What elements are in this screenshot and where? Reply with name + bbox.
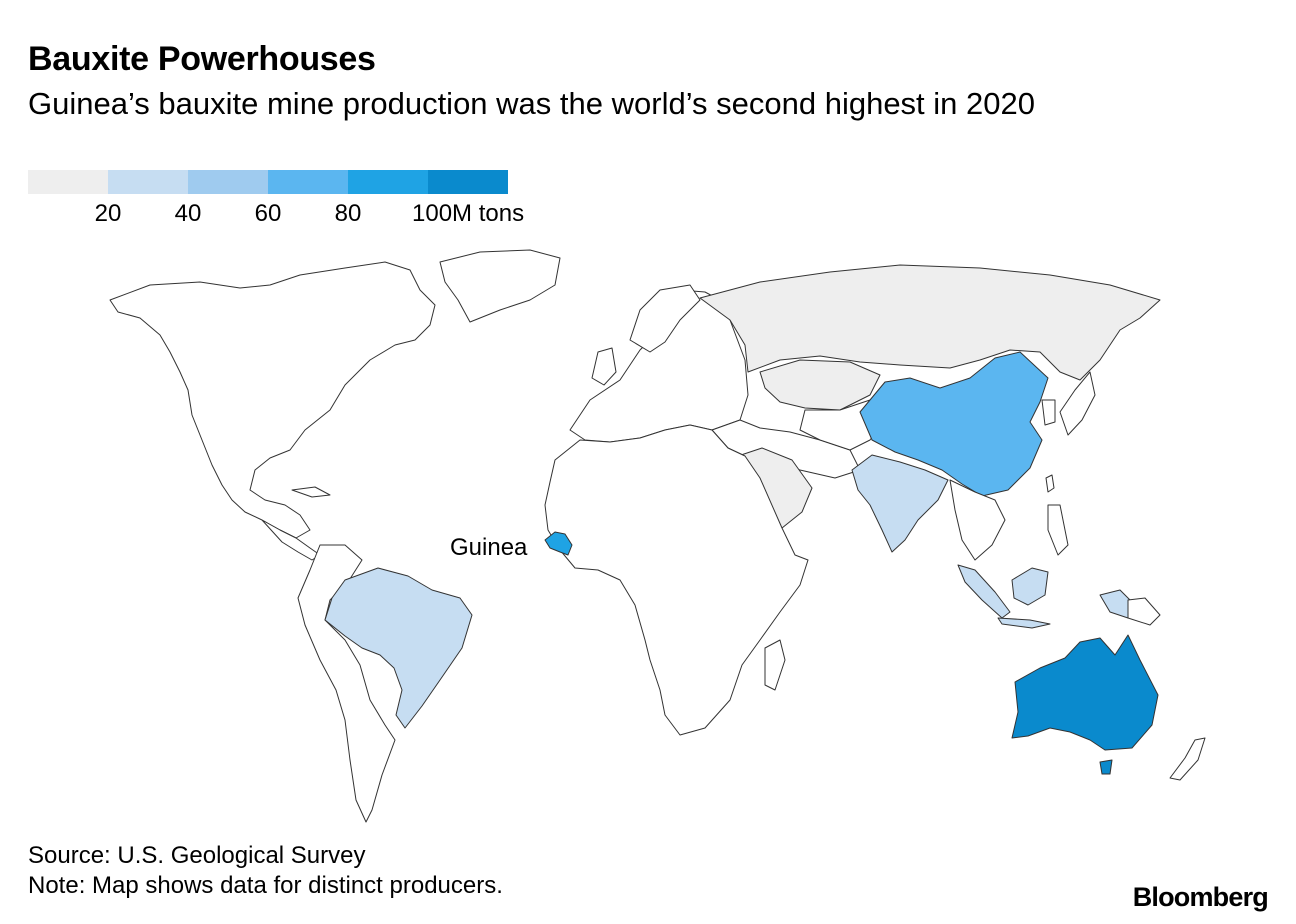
region-indonesia-borneo bbox=[1011, 567, 1049, 606]
legend-swatch-0 bbox=[28, 170, 108, 194]
region-africa bbox=[544, 424, 809, 736]
legend-label-60: 60 bbox=[254, 200, 282, 227]
region-china bbox=[859, 351, 1049, 497]
region-tasmania bbox=[1099, 759, 1113, 775]
legend-swatch-2 bbox=[188, 170, 268, 194]
region-scandinavia bbox=[629, 284, 701, 353]
region-papua-new-guinea bbox=[1127, 597, 1161, 626]
chart-subtitle: Guinea’s bauxite mine production was the… bbox=[28, 86, 1035, 121]
region-korea bbox=[1041, 399, 1056, 426]
chart-title: Bauxite Powerhouses bbox=[28, 40, 376, 78]
region-australia bbox=[1011, 634, 1159, 751]
legend-labels: 20 40 60 80 100M tons bbox=[28, 194, 588, 230]
region-indonesia-sumatra bbox=[957, 564, 1011, 619]
color-legend: 20 40 60 80 100M tons bbox=[28, 170, 588, 230]
region-kazakhstan bbox=[759, 359, 881, 411]
legend-label-100: 100M tons bbox=[412, 200, 525, 227]
region-india bbox=[851, 454, 949, 553]
footnote: Note: Map shows data for distinct produc… bbox=[28, 872, 503, 899]
legend-color-scale bbox=[28, 170, 588, 194]
region-north-america bbox=[109, 261, 436, 539]
map-callout-guinea: Guinea bbox=[450, 534, 528, 561]
region-philippines bbox=[1047, 504, 1069, 556]
region-cuba bbox=[291, 486, 331, 498]
legend-swatch-3 bbox=[268, 170, 348, 194]
region-southeast-asia bbox=[949, 479, 1006, 561]
legend-label-40: 40 bbox=[174, 200, 202, 227]
world-map bbox=[109, 249, 1206, 823]
region-guinea bbox=[544, 531, 573, 556]
legend-label-20: 20 bbox=[94, 200, 122, 227]
region-indonesia-java bbox=[997, 617, 1051, 629]
legend-swatch-4 bbox=[348, 170, 428, 194]
region-new-zealand bbox=[1169, 737, 1206, 781]
region-russia bbox=[699, 264, 1161, 381]
source-note: Source: U.S. Geological Survey bbox=[28, 842, 366, 869]
brand-logo: Bloomberg bbox=[1132, 882, 1269, 912]
region-uk bbox=[591, 347, 617, 386]
legend-swatch-1 bbox=[108, 170, 188, 194]
region-indonesia-papua bbox=[1099, 589, 1131, 619]
region-greenland bbox=[439, 249, 561, 323]
legend-swatch-5 bbox=[428, 170, 508, 194]
region-japan bbox=[1059, 371, 1096, 436]
region-brazil bbox=[324, 567, 473, 729]
region-madagascar bbox=[764, 639, 786, 691]
region-taiwan bbox=[1045, 474, 1055, 493]
legend-label-80: 80 bbox=[334, 200, 362, 227]
